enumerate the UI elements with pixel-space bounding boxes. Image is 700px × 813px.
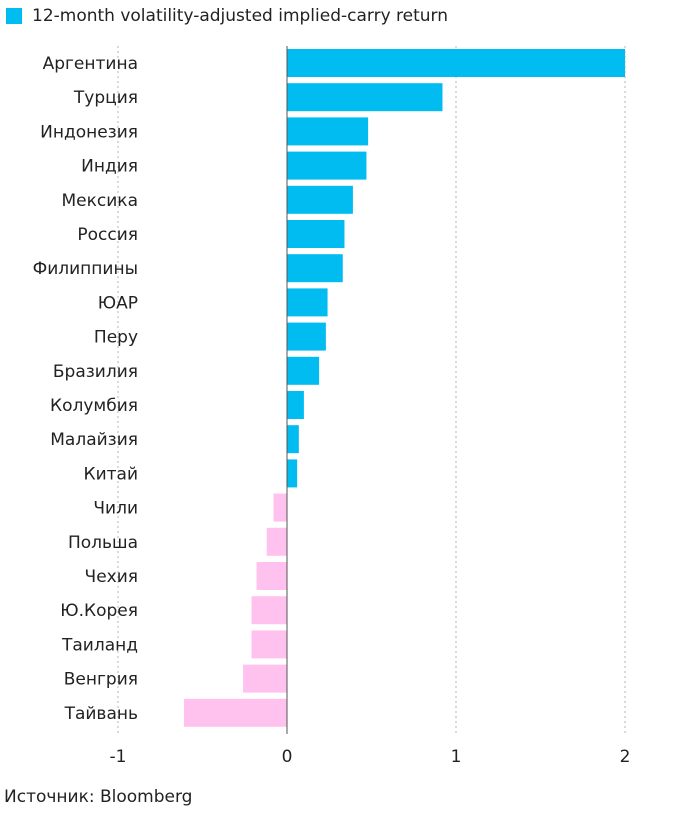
- category-label-16: Чехия: [85, 567, 138, 587]
- bar-8: [287, 288, 328, 317]
- bar-3: [287, 117, 369, 146]
- bar-6: [287, 220, 345, 248]
- bar-9: [287, 322, 326, 351]
- category-label-5: Мексика: [62, 191, 138, 211]
- bar-17: [251, 596, 287, 625]
- bar-1: [287, 49, 625, 77]
- x-tick-label-1: 0: [282, 747, 293, 767]
- bar-10: [287, 356, 320, 385]
- category-label-1: Аргентина: [43, 54, 138, 74]
- source-note: Источник: Bloomberg: [4, 787, 193, 807]
- x-tick-label-3: 2: [620, 747, 631, 767]
- bar-5: [287, 185, 353, 214]
- bar-4: [287, 151, 367, 180]
- bar-chart: Аргентина Турция Индонезия Индия Мексика Росс…: [33, 46, 631, 767]
- bar-12: [287, 425, 299, 454]
- bar-16: [256, 562, 287, 590]
- legend-label: 12-month volatility-adjusted implied-car…: [32, 6, 449, 26]
- category-label-19: Венгрия: [64, 670, 138, 690]
- category-label-13: Китай: [84, 464, 139, 484]
- bar-14: [273, 493, 287, 522]
- category-label-15: Польша: [68, 533, 138, 553]
- category-label-11: Колумбия: [50, 396, 138, 416]
- category-label-14: Чили: [93, 499, 138, 519]
- category-label-2: Турция: [73, 88, 138, 108]
- bar-11: [287, 391, 304, 419]
- category-label-18: Таиланд: [61, 635, 138, 655]
- category-label-10: Бразилия: [53, 362, 138, 382]
- category-label-20: Тайвань: [64, 704, 138, 724]
- category-label-9: Перу: [94, 328, 138, 348]
- bar-7: [287, 254, 343, 283]
- category-label-12: Малайзия: [50, 430, 138, 450]
- legend-swatch: [6, 8, 22, 24]
- bar-2: [287, 83, 443, 112]
- category-label-8: ЮАР: [98, 293, 138, 313]
- category-label-3: Индонезия: [40, 122, 138, 142]
- chart-legend: 12-month volatility-adjusted implied-car…: [6, 4, 448, 28]
- category-label-17: Ю.Корея: [60, 601, 138, 621]
- bar-20: [183, 698, 287, 727]
- category-label-4: Индия: [81, 157, 138, 177]
- bar-13: [287, 459, 298, 488]
- category-label-7: Филиппины: [33, 259, 138, 279]
- x-tick-label-0: -1: [110, 747, 127, 767]
- bar-18: [251, 630, 287, 659]
- category-label-6: Россия: [77, 225, 138, 245]
- x-tick-label-2: 1: [451, 747, 462, 767]
- bar-19: [243, 664, 287, 693]
- bar-15: [266, 527, 287, 556]
